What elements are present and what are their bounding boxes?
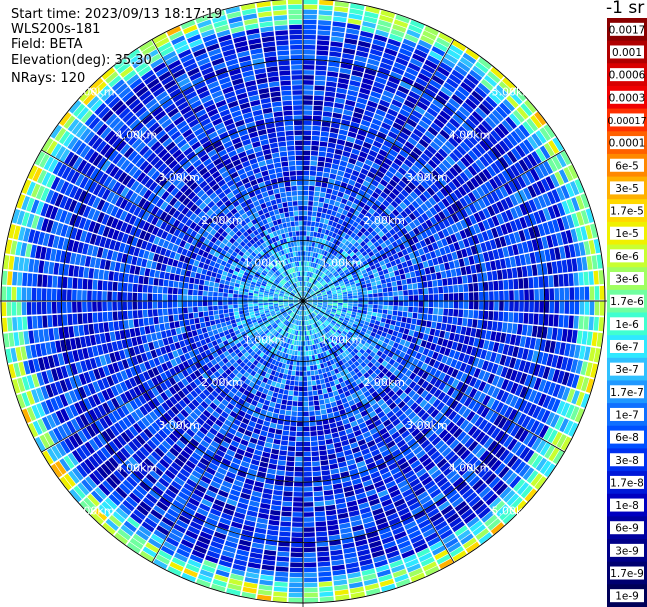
range-ring-label: 4.00km: [116, 462, 158, 475]
colorbar-label-bg: [610, 136, 644, 150]
range-ring-label: 5.00km: [73, 86, 115, 99]
colorbar-label-bg: [610, 475, 644, 489]
colorbar-tick-label: 0.0001: [609, 138, 646, 150]
colorbar-tick-label: 0.00017: [607, 116, 646, 127]
colorbar-label-bg: [610, 90, 644, 104]
colorbar-label-bg: [610, 68, 644, 82]
colorbar-tick-label: 6e-5: [615, 160, 639, 172]
colorbar-label-bg: [610, 589, 644, 603]
colorbar-tick-label: 6e-9: [615, 523, 639, 535]
range-ring-label: 5.00km: [492, 86, 534, 99]
colorbar-label-bg: [610, 272, 644, 286]
colorbar-label-bg: [610, 204, 644, 218]
beta-cell-group: [5, 0, 603, 596]
range-ring-label: 1.00km: [321, 257, 363, 270]
azimuth-spoke: [302, 300, 455, 563]
colorbar-tick-label: 1e-5: [615, 228, 639, 240]
polar-grid: [0, 0, 607, 607]
colorbar-tick-label: 1.7e-8: [610, 477, 644, 489]
range-ring-label: 3.00km: [406, 171, 448, 184]
colorbar-tick-label: 1e-8: [615, 500, 639, 512]
beta-cell-group: [27, 21, 576, 574]
colorbar: 0.0017 0.001 0.0006 0.0003 0.00017 0.0001 6e-5…: [607, 18, 647, 607]
colorbar-tick-label: 0.0006: [609, 70, 646, 82]
azimuth-spoke: [302, 39, 455, 302]
range-ring-label: 2.00km: [201, 214, 243, 227]
colorbar-label-bg: [610, 113, 644, 127]
range-ring-label: 3.00km: [158, 419, 200, 432]
azimuth-spoke: [151, 300, 304, 563]
colorbar-tick-label: 6e-8: [615, 432, 639, 444]
range-ring-label: 5.00km: [73, 504, 115, 517]
colorbar-tick-label: 3e-6: [615, 274, 639, 286]
colorbar-tick-label: 1e-9: [615, 591, 639, 603]
colorbar-label-bg: [610, 249, 644, 263]
azimuth-spoke: [41, 149, 304, 302]
colorbar-tick-label: 1.7e-7: [610, 387, 644, 399]
range-ring-label: 4.00km: [449, 128, 491, 141]
elevation-label: Elevation(deg): 35.30: [11, 53, 152, 68]
range-ring-label: 5.00km: [492, 504, 534, 517]
colorbar-label-bg: [610, 317, 644, 331]
azimuth-spoke: [302, 149, 565, 302]
colorbar-label-bg: [610, 430, 644, 444]
colorbar-label-bg: [610, 566, 644, 580]
range-ring-label: 2.00km: [363, 214, 405, 227]
colorbar-tick-label: 1e-6: [615, 319, 639, 331]
colorbar-tick-label: 1.7e-5: [610, 206, 644, 218]
colorbar-tick-label: 3e-8: [615, 455, 639, 467]
colorbar-tick-label: 0.0003: [609, 92, 646, 104]
start-time-label: Start time: 2023/09/13 18:17:19: [11, 7, 223, 22]
colorbar-tick-label: 3e-9: [615, 545, 639, 557]
colorbar-unit: -1 sr: [606, 0, 645, 18]
colorbar-label-bg: [610, 158, 644, 172]
colorbar-tick-label: 0.0017: [609, 24, 646, 36]
colorbar-label-bg: [610, 294, 644, 308]
colorbar-label-bg: [610, 45, 644, 59]
azimuth-spoke: [302, 300, 565, 453]
range-ring-label: 3.00km: [158, 171, 200, 184]
nrays-label: NRays: 120: [11, 71, 86, 86]
range-ring-label: 1.00km: [321, 333, 363, 346]
colorbar-label-bg: [610, 362, 644, 376]
colorbar-label-bg: [610, 407, 644, 421]
range-ring-label: 4.00km: [116, 128, 158, 141]
colorbar-tick-label: 6e-7: [615, 341, 639, 353]
colorbar-tick-label: 1.7e-9: [610, 568, 644, 580]
range-ring-label: 4.00km: [449, 462, 491, 475]
colorbar-tick-label: 3e-7: [615, 364, 639, 376]
colorbar-label-bg: [610, 22, 644, 36]
azimuth-spoke: [151, 39, 304, 302]
colorbar-tick-label: 1.7e-6: [610, 296, 644, 308]
range-ring-label: 1.00km: [244, 257, 286, 270]
range-ring-label: 2.00km: [201, 376, 243, 389]
field-label: Field: BETA: [11, 37, 83, 52]
azimuth-spoke: [41, 300, 304, 453]
range-ring-label: 2.00km: [363, 376, 405, 389]
beta-cell-group: [23, 16, 585, 583]
colorbar-label-bg: [610, 181, 644, 195]
colorbar-tick-label: 0.001: [612, 47, 642, 59]
colorbar-label-bg: [610, 339, 644, 353]
colorbar-tick-label: 6e-6: [615, 251, 639, 263]
colorbar-label-bg: [610, 543, 644, 557]
colorbar-label-bg: [610, 521, 644, 535]
colorbar-tick-label: 1e-7: [615, 409, 639, 421]
colorbar-label-bg: [610, 498, 644, 512]
range-ring-labels: 1.00km 1.00km 1.00km 1.00km 2.00km 2.00km 2.00…: [73, 86, 533, 518]
device-label: WLS200s-181: [11, 22, 101, 37]
colorbar-label-bg: [610, 453, 644, 467]
range-ring-label: 3.00km: [406, 419, 448, 432]
colorbar-label-bg: [610, 226, 644, 240]
range-ring-label: 1.00km: [244, 333, 286, 346]
colorbar-tick-label: 3e-5: [615, 183, 639, 195]
colorbar-label-bg: [610, 385, 644, 399]
